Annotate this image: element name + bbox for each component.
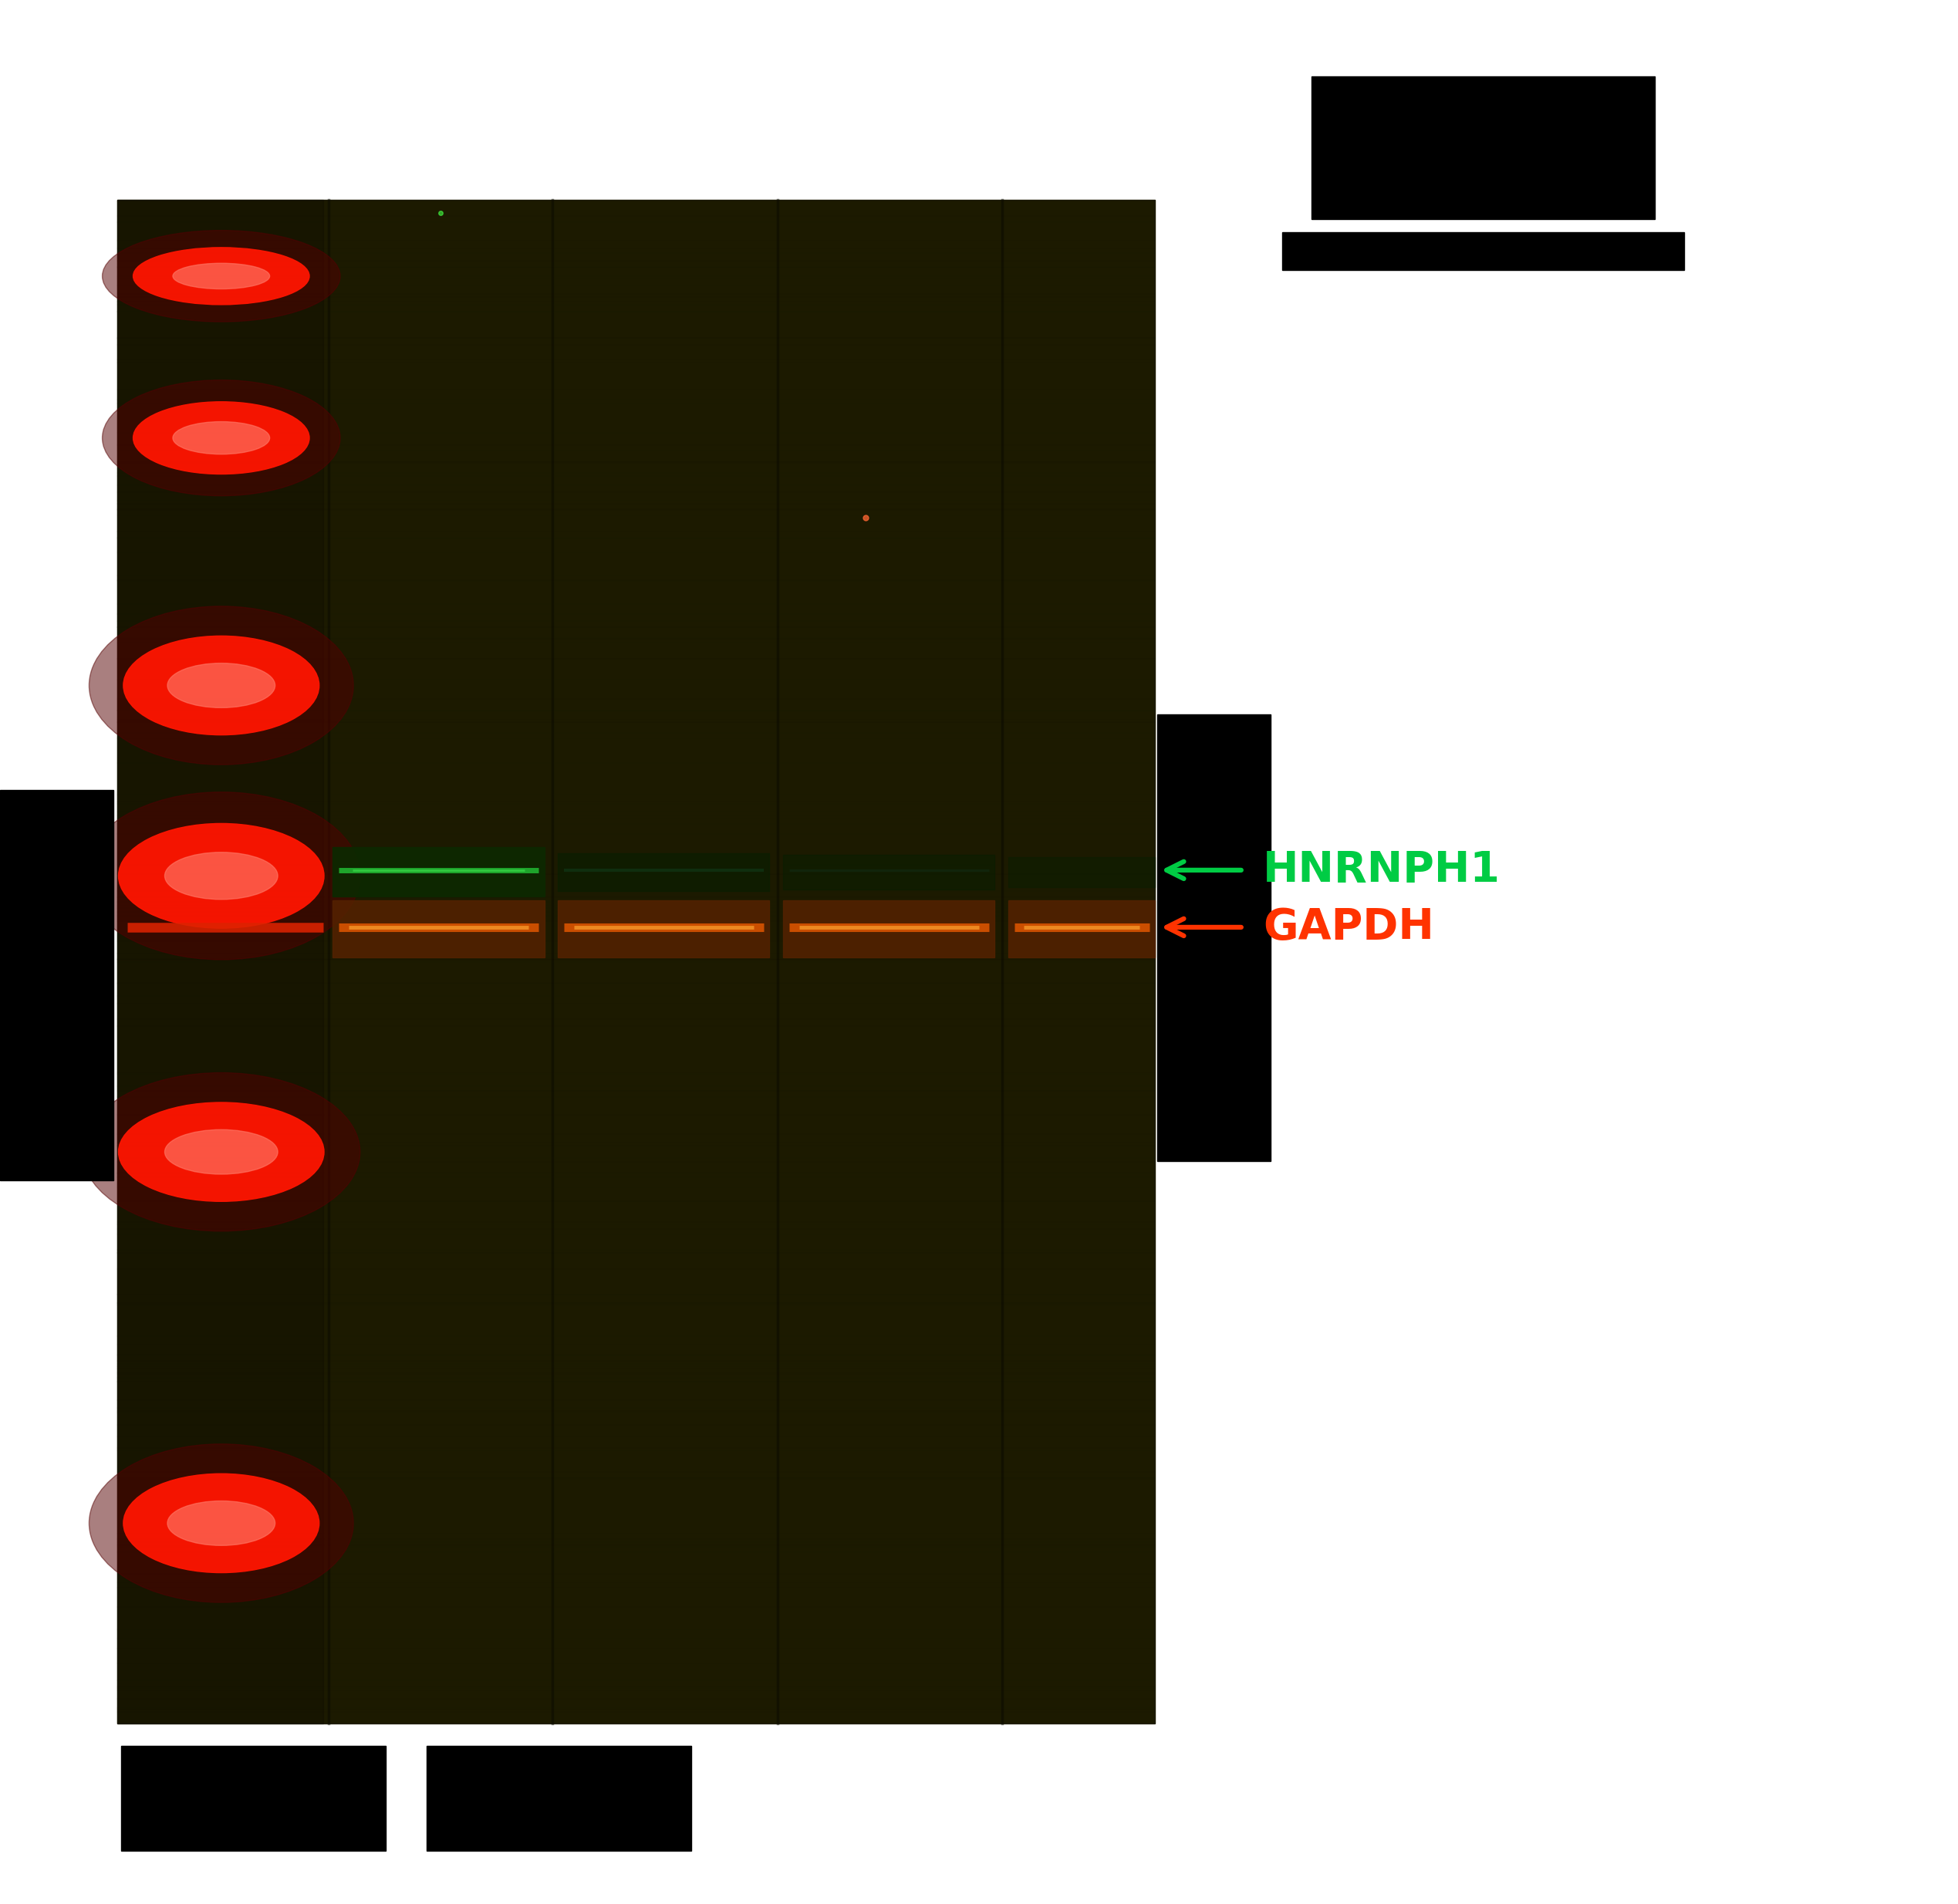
- Bar: [333, 901, 544, 958]
- Ellipse shape: [123, 636, 319, 735]
- Ellipse shape: [133, 402, 309, 474]
- Ellipse shape: [166, 1500, 274, 1546]
- Ellipse shape: [102, 230, 341, 322]
- Ellipse shape: [119, 823, 325, 929]
- Ellipse shape: [90, 1443, 352, 1603]
- Ellipse shape: [102, 381, 341, 495]
- Ellipse shape: [164, 853, 278, 899]
- Ellipse shape: [123, 1474, 319, 1573]
- Ellipse shape: [82, 1072, 360, 1232]
- Ellipse shape: [172, 263, 270, 289]
- Bar: [333, 847, 544, 897]
- Bar: [783, 855, 995, 889]
- Ellipse shape: [172, 421, 270, 455]
- Bar: [1008, 857, 1155, 887]
- Bar: [783, 901, 995, 958]
- Bar: [117, 200, 1155, 1723]
- Ellipse shape: [133, 248, 309, 305]
- Bar: [1157, 714, 1271, 1161]
- Bar: [558, 853, 769, 891]
- Text: GAPDH: GAPDH: [1263, 906, 1433, 948]
- Ellipse shape: [119, 1102, 325, 1201]
- Bar: [427, 1746, 691, 1851]
- Ellipse shape: [82, 792, 360, 960]
- Ellipse shape: [90, 605, 352, 765]
- Bar: [1282, 232, 1684, 270]
- Text: HNRNPH1: HNRNPH1: [1263, 849, 1500, 891]
- Ellipse shape: [166, 663, 274, 708]
- Bar: [1008, 901, 1155, 958]
- Ellipse shape: [164, 1129, 278, 1175]
- Bar: [1312, 76, 1655, 219]
- Bar: [558, 901, 769, 958]
- Bar: [121, 1746, 386, 1851]
- Bar: [117, 200, 323, 1723]
- Bar: [0, 790, 114, 1180]
